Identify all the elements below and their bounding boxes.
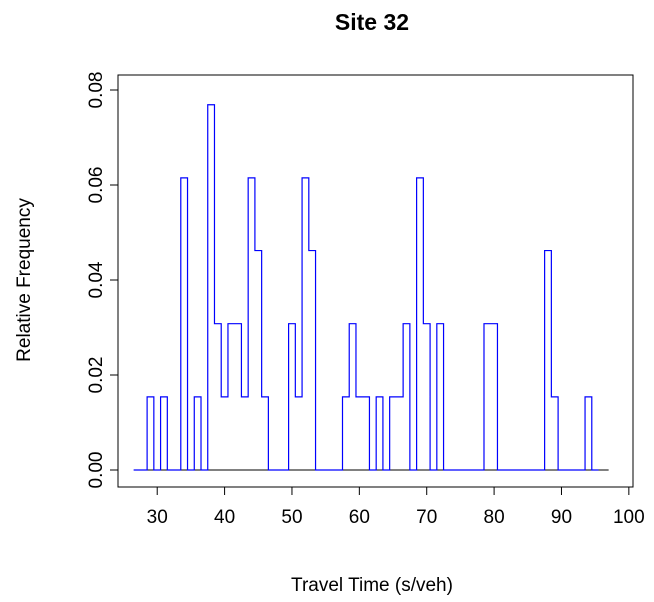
y-axis: 0.00 0.02 0.04 0.06 0.08 bbox=[86, 72, 119, 489]
x-tick-label: 80 bbox=[484, 507, 505, 528]
x-tick-label: 70 bbox=[416, 507, 437, 528]
x-tick-label: 40 bbox=[214, 507, 235, 528]
y-tick-label: 0.04 bbox=[86, 261, 107, 298]
chart-title: Site 32 bbox=[335, 9, 409, 35]
y-tick-label: 0.08 bbox=[86, 72, 107, 109]
x-tick-label: 30 bbox=[147, 507, 168, 528]
x-tick-label: 90 bbox=[551, 507, 572, 528]
y-tick-label: 0.06 bbox=[86, 167, 107, 204]
y-axis-label: Relative Frequency bbox=[14, 198, 35, 362]
frequency-series-line bbox=[133, 104, 599, 471]
x-axis: 30 40 50 60 70 80 90 100 bbox=[147, 486, 645, 528]
x-axis-label: Travel Time (s/veh) bbox=[291, 575, 453, 596]
x-tick-label: 60 bbox=[349, 507, 370, 528]
x-tick-label: 50 bbox=[281, 507, 302, 528]
x-tick-label: 100 bbox=[613, 507, 645, 528]
data-layer bbox=[133, 104, 609, 471]
y-tick-label: 0.02 bbox=[86, 357, 107, 394]
y-tick-label: 0.00 bbox=[86, 452, 107, 489]
plot-frame bbox=[117, 74, 634, 488]
